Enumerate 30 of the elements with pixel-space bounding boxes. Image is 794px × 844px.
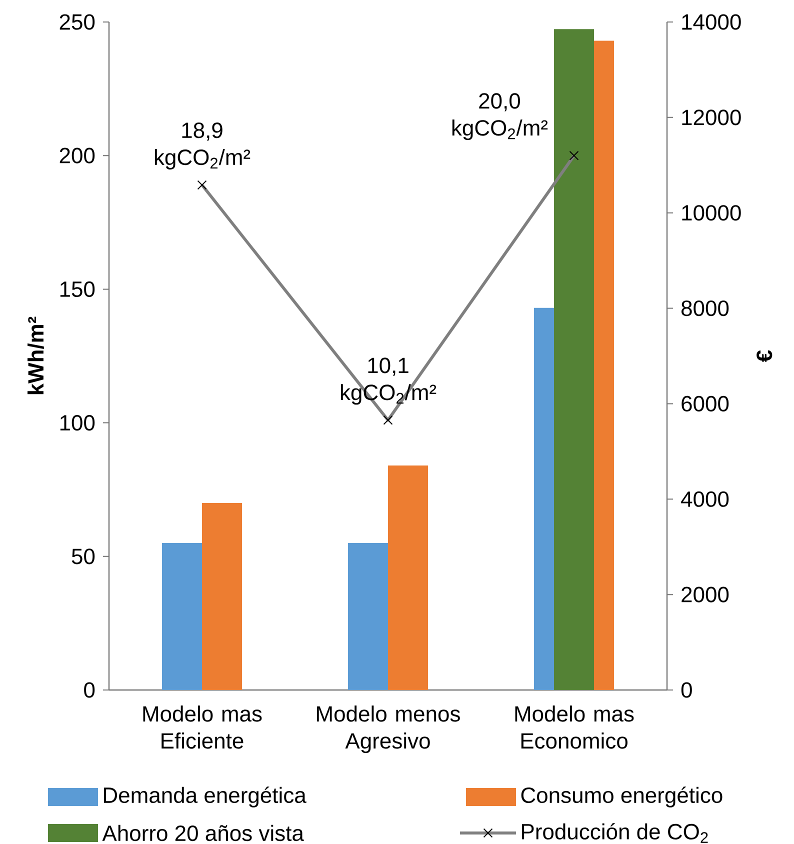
y2-axis-title: €: [756, 350, 772, 362]
legend-label: Consumo energético: [521, 786, 722, 808]
y2-tick-label: 14000: [682, 14, 741, 30]
bar: [348, 543, 388, 690]
y-tick-label: 200: [60, 148, 95, 164]
y-tick-label: 0: [84, 682, 95, 698]
x-tick-label: Modelo menos Agresivo: [317, 706, 460, 754]
legend-label: Producción de CO$_{2}$: [522, 823, 708, 843]
y2-tick-label: 6000: [682, 396, 729, 412]
x-tick-label: Modelo mas Eficiente: [143, 706, 262, 749]
y-tick-label: 150: [60, 281, 95, 297]
y-tick-label: 50: [72, 548, 95, 564]
bar: [202, 502, 242, 690]
y2-tick-label: 8000: [682, 300, 729, 316]
y-tick-label: 250: [60, 14, 95, 30]
y2-tick-label: 0: [681, 682, 692, 698]
y-axis-title: kWh/m²: [28, 316, 44, 394]
legend-label: Demanda energética: [104, 786, 306, 808]
bar: [162, 543, 202, 690]
bar: [388, 466, 428, 690]
y2-tick-label: 12000: [682, 110, 741, 126]
annotation: 18,9 kgCO$_{2}$/m²: [154, 122, 250, 170]
legend-label: Ahorro 20 años vista: [102, 824, 304, 842]
annotation: 10,1 kgCO$_{2}$/m²: [340, 358, 436, 405]
y-tick-label: 100: [60, 415, 95, 431]
annotation: 20,0 kgCO$_{2}$/m²: [452, 93, 548, 140]
y2-tick-label: 2000: [682, 586, 729, 602]
x-tick-label: Modelo mas Economico: [515, 706, 634, 749]
y2-tick-label: 10000: [682, 205, 741, 221]
y2-tick-label: 4000: [681, 491, 729, 507]
